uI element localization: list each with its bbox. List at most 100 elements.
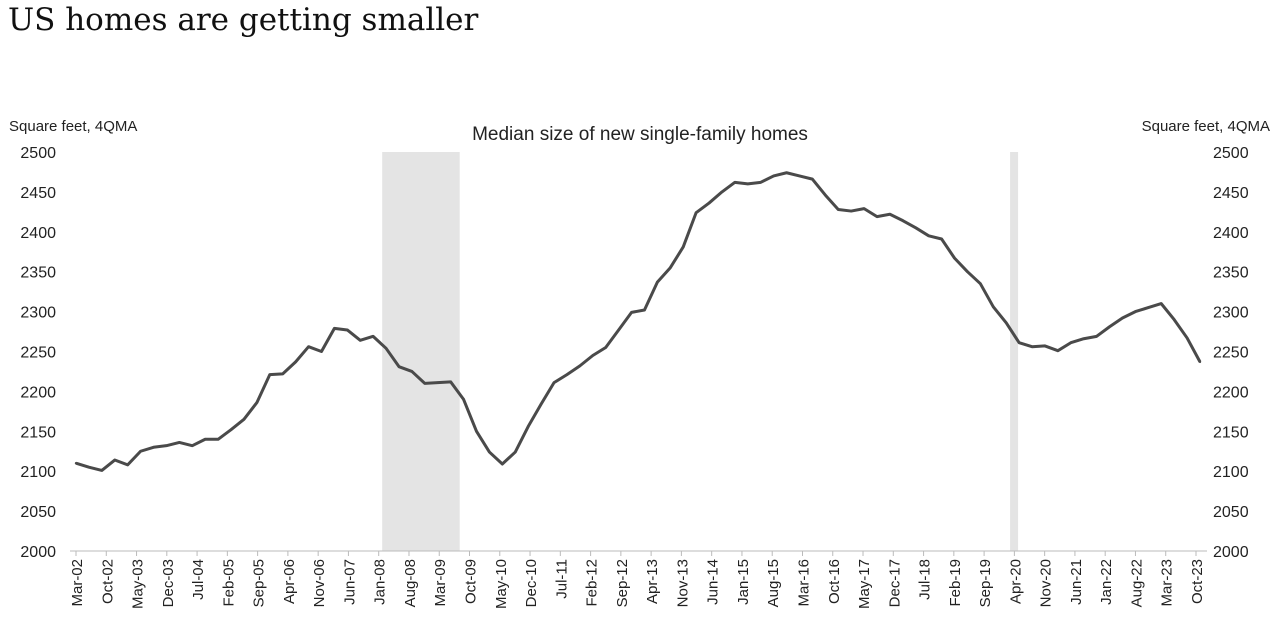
x-tick-label: Dec-17 [886,559,903,607]
data-point [475,430,478,433]
y-tick-label-right: 2450 [1213,185,1249,202]
data-point [449,380,452,384]
data-point [992,305,995,309]
data-point [216,438,220,441]
data-point [682,245,685,249]
y-axis-label-right: Square feet, 4QMA [1142,118,1270,135]
data-point [630,311,633,314]
data-point [604,346,607,349]
x-tick-label: Jul-04 [190,559,207,600]
data-point [1198,360,1202,364]
data-point [1069,341,1073,344]
y-tick-label-left: 2300 [20,305,56,322]
y-tick-label-left: 2100 [20,464,56,481]
y-tick-label-right: 2350 [1213,265,1249,282]
y-tick-label-right: 2250 [1213,345,1249,362]
data-point [100,469,104,472]
x-tick-label: Dec-10 [523,559,540,607]
x-tick-label: Mar-16 [795,559,812,607]
data-point [565,373,569,376]
recession-shade [382,152,460,551]
y-tick-label-right: 2150 [1213,424,1249,441]
y-tick-label-right: 2050 [1213,504,1249,521]
data-point [178,441,181,444]
data-point [203,438,207,441]
data-point [488,450,491,454]
data-point [1108,325,1111,328]
data-point [255,401,259,404]
data-point [1005,321,1008,324]
data-point [746,182,750,186]
data-point [1160,302,1163,305]
data-point [229,428,233,431]
x-tick-label: Sep-05 [251,559,268,607]
y-tick-label-right: 2200 [1213,384,1249,401]
y-tick-label-right: 2300 [1213,305,1249,322]
y-tick-label-left: 2050 [20,504,56,521]
data-point [862,207,866,210]
data-point [191,444,194,447]
x-tick-label: Mar-02 [69,559,86,607]
data-point [307,345,310,348]
data-point [979,282,982,285]
x-tick-label: Apr-06 [281,559,298,604]
data-point [320,350,323,353]
x-tick-label: Jan-08 [372,559,389,605]
y-tick-label-right: 2400 [1213,225,1249,242]
data-point [87,466,91,469]
data-point [462,398,465,401]
x-tick-label: Jun-21 [1068,559,1085,605]
recession-shade [1010,152,1019,551]
x-tick-label: Jul-18 [917,559,934,600]
data-point [591,354,594,357]
data-point [643,308,646,312]
x-tick-label: Jan-22 [1098,559,1115,605]
x-tick-label: Jan-15 [735,559,752,605]
data-point [514,450,517,454]
data-point [888,213,892,216]
data-point [501,462,504,466]
x-tick-label: Nov-13 [674,559,691,607]
x-tick-label: Oct-09 [463,559,480,604]
y-tick-label-left: 2150 [20,424,56,441]
y-tick-label-right: 2500 [1213,145,1249,162]
y-tick-label-left: 2500 [20,145,56,162]
x-tick-label: Jul-11 [553,559,570,599]
data-point [526,425,530,428]
x-tick-label: Feb-19 [947,559,964,607]
x-tick-label: Aug-22 [1128,559,1145,607]
data-point [1017,341,1021,344]
x-tick-label: Oct-02 [99,559,116,604]
y-tick-label-left: 2450 [20,185,56,202]
data-point [849,209,853,213]
data-point [953,256,956,260]
data-point [397,365,401,368]
data-point [74,462,78,465]
data-point [552,381,556,384]
data-point [346,328,349,332]
x-tick-label: Oct-16 [826,559,843,604]
data-point [720,190,724,194]
data-point [1030,345,1034,348]
x-tick-label: Apr-13 [644,559,661,604]
data-point [1082,337,1085,340]
data-point [410,370,414,373]
data-point [707,201,711,205]
data-point [772,174,775,178]
x-tick-label: Mar-23 [1159,559,1176,607]
y-tick-label-right: 2000 [1213,544,1249,561]
data-point [139,450,142,453]
x-tick-label: May-17 [856,559,873,609]
data-point [1134,310,1137,313]
x-tick-label: Apr-20 [1007,559,1024,604]
x-tick-label: Mar-09 [432,559,449,607]
data-point [656,280,659,284]
data-point [901,219,905,222]
data-point [1147,306,1150,309]
data-point [617,328,620,332]
data-point [785,171,788,174]
data-point [281,372,284,376]
data-point [268,373,271,376]
x-tick-label: May-03 [130,559,147,609]
